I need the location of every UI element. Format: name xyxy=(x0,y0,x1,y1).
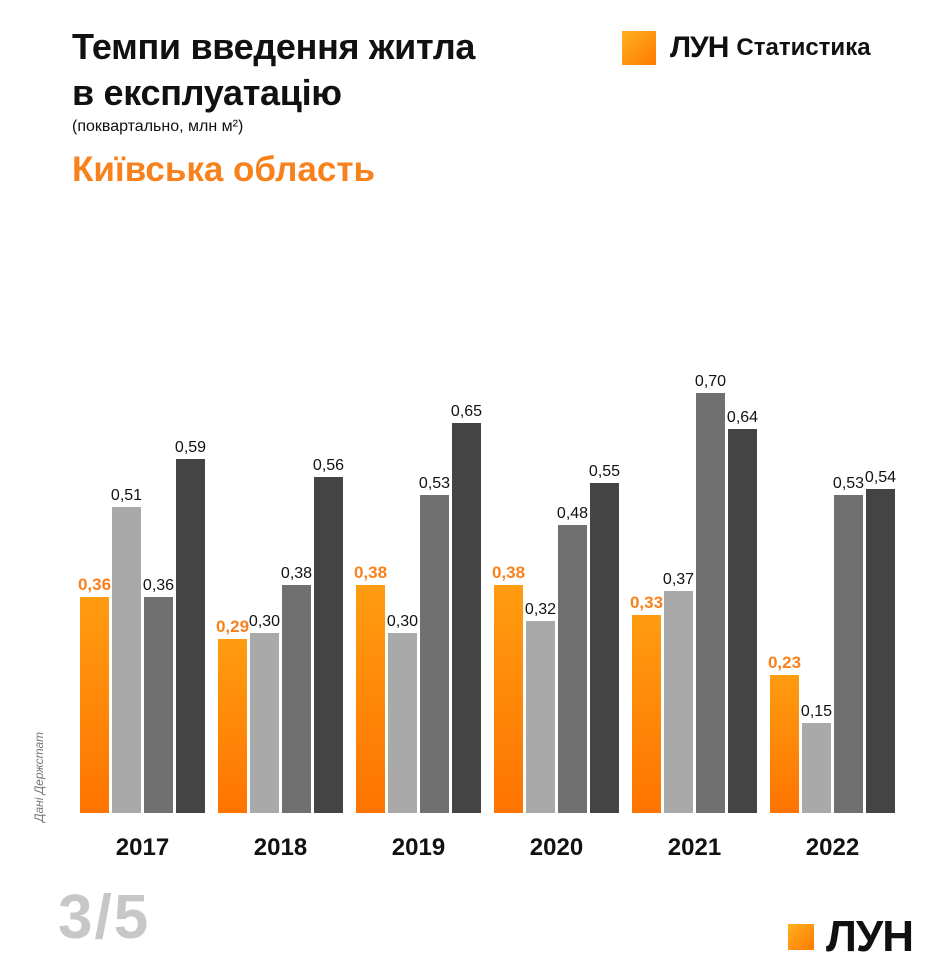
title-line-2: в експлуатацію xyxy=(72,72,342,113)
value-label-2021-q1: 0,33 xyxy=(630,593,663,612)
bar-2020-q4 xyxy=(590,483,619,813)
value-label-2019-q2: 0,30 xyxy=(387,613,418,630)
title-line-1: Темпи введення житла xyxy=(72,26,476,67)
bar-2017-q4 xyxy=(176,459,205,813)
bar-2021-q3 xyxy=(696,393,725,813)
value-label-2017-q4: 0,59 xyxy=(175,439,206,456)
x-tick-label-2022: 2022 xyxy=(806,834,859,861)
value-label-2021-q2: 0,37 xyxy=(663,571,694,588)
bar-2021-q4 xyxy=(728,429,757,813)
value-label-2020-q1: 0,38 xyxy=(492,563,525,582)
value-label-2022-q3: 0,53 xyxy=(833,475,864,492)
bar-2018-q2 xyxy=(250,633,279,813)
value-label-2022-q2: 0,15 xyxy=(801,703,832,720)
bar-2022-q3 xyxy=(834,495,863,813)
value-label-2020-q3: 0,48 xyxy=(557,505,588,522)
value-label-2020-q2: 0,32 xyxy=(525,601,556,618)
chart-subtitle: (поквартально, млн м²) xyxy=(72,118,244,135)
value-label-2019-q4: 0,65 xyxy=(451,403,482,420)
bar-2022-q2 xyxy=(802,723,831,813)
brand-square-icon-bottom xyxy=(788,924,814,950)
value-label-2018-q2: 0,30 xyxy=(249,613,280,630)
value-label-2022-q1: 0,23 xyxy=(768,653,801,672)
value-label-2017-q1: 0,36 xyxy=(78,575,111,594)
value-label-2019-q1: 0,38 xyxy=(354,563,387,582)
chart-title: Темпи введення житла в експлуатацію xyxy=(72,24,475,116)
value-label-2021-q4: 0,64 xyxy=(727,409,758,426)
value-label-2022-q4: 0,54 xyxy=(865,469,896,486)
bar-2019-q1 xyxy=(356,585,385,813)
value-label-2018-q1: 0,29 xyxy=(216,617,249,636)
brand-square-icon xyxy=(622,31,656,65)
bar-2022-q4 xyxy=(866,489,895,813)
bar-2017-q1 xyxy=(80,597,109,813)
value-label-2017-q3: 0,36 xyxy=(143,577,174,594)
bar-2019-q2 xyxy=(388,633,417,813)
bar-2022-q1 xyxy=(770,675,799,813)
bar-2021-q2 xyxy=(664,591,693,813)
bar-2019-q4 xyxy=(452,423,481,813)
bar-2018-q1 xyxy=(218,639,247,813)
brand-section: Статистика xyxy=(736,34,871,61)
x-tick-label-2018: 2018 xyxy=(254,834,307,861)
x-tick-label-2021: 2021 xyxy=(668,834,721,861)
x-tick-label-2017: 2017 xyxy=(116,834,169,861)
bar-2021-q1 xyxy=(632,615,661,813)
value-label-2018-q3: 0,38 xyxy=(281,565,312,582)
value-label-2021-q3: 0,70 xyxy=(695,373,726,390)
brand-logo-bottom: ЛУН xyxy=(788,912,914,962)
bar-2020-q3 xyxy=(558,525,587,813)
bar-2018-q4 xyxy=(314,477,343,813)
brand-name-bottom: ЛУН xyxy=(826,912,914,961)
brand-name: ЛУН xyxy=(670,31,729,64)
bar-2018-q3 xyxy=(282,585,311,813)
source-note: Дані Держстат xyxy=(32,731,46,822)
brand-logo-top: ЛУН Статистика xyxy=(622,30,871,66)
x-tick-label-2020: 2020 xyxy=(530,834,583,861)
bar-2020-q1 xyxy=(494,585,523,813)
value-label-2019-q3: 0,53 xyxy=(419,475,450,492)
bar-2017-q2 xyxy=(112,507,141,813)
bar-2017-q3 xyxy=(144,597,173,813)
bar-2020-q2 xyxy=(526,621,555,813)
page-indicator: 3/5 xyxy=(58,883,151,952)
value-label-2017-q2: 0,51 xyxy=(111,487,142,504)
value-label-2018-q4: 0,56 xyxy=(313,457,344,474)
region-heading: Київська область xyxy=(72,150,376,189)
bar-2019-q3 xyxy=(420,495,449,813)
x-tick-label-2019: 2019 xyxy=(392,834,445,861)
value-label-2020-q4: 0,55 xyxy=(589,463,620,480)
